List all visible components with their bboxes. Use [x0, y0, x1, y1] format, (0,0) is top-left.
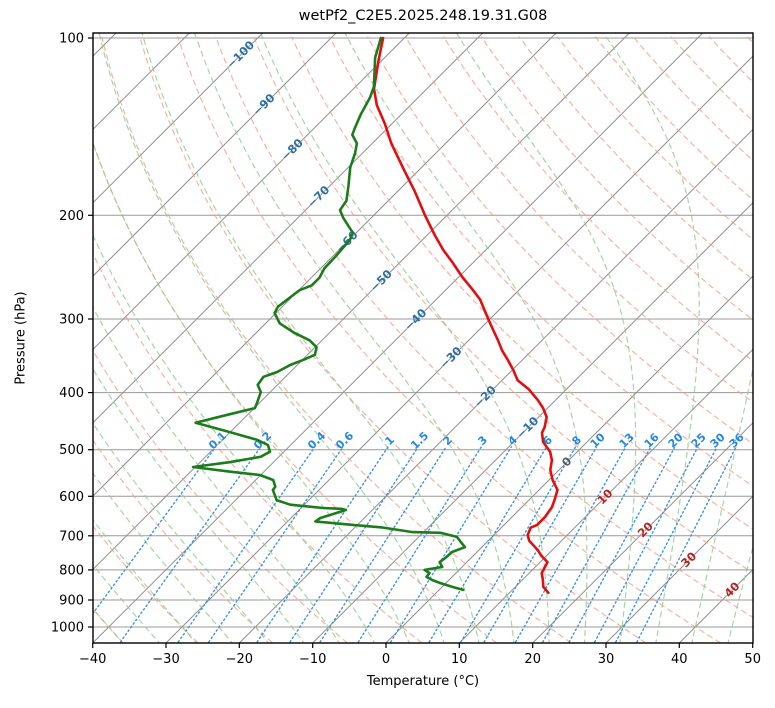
- moist-adiabat-lines: [93, 33, 753, 643]
- temperature-profile-line: [372, 36, 559, 595]
- svg-text:30: 30: [598, 652, 615, 667]
- pressure-gridlines: [93, 37, 753, 628]
- y-axis-ticks: 100 200 300 400 500 600 700 800 900 1000: [51, 32, 93, 636]
- svg-text:20: 20: [524, 652, 541, 667]
- svg-text:−40: −40: [79, 652, 106, 667]
- svg-text:50: 50: [744, 652, 761, 667]
- svg-text:200: 200: [59, 209, 84, 224]
- chart-title: wetPf2_C2E5.2025.248.19.31.G08: [298, 8, 548, 24]
- svg-text:500: 500: [59, 443, 84, 458]
- x-axis-label: Temperature (°C): [366, 674, 480, 689]
- y-axis-label: Pressure (hPa): [13, 291, 29, 385]
- svg-text:1000: 1000: [51, 621, 84, 636]
- svg-text:800: 800: [59, 563, 84, 578]
- sounding-profiles: [191, 36, 559, 595]
- dewpoint-profile-line: [191, 36, 467, 592]
- svg-text:300: 300: [59, 313, 84, 328]
- mixing-ratio-lines: [93, 446, 737, 643]
- svg-text:900: 900: [59, 594, 84, 609]
- svg-text:40: 40: [671, 652, 688, 667]
- svg-text:−10: −10: [299, 652, 326, 667]
- svg-text:−20: −20: [226, 652, 253, 667]
- svg-text:600: 600: [59, 490, 84, 505]
- svg-text:−30: −30: [152, 652, 179, 667]
- svg-text:400: 400: [59, 386, 84, 401]
- dry-adiabat-lines: [93, 36, 753, 643]
- svg-text:100: 100: [59, 32, 84, 47]
- svg-text:10: 10: [451, 652, 468, 667]
- svg-text:0: 0: [382, 652, 390, 667]
- x-axis-ticks: −40 −30 −20 −10 0 10 20 30 40 50: [79, 643, 761, 667]
- axes-border: [92, 32, 754, 644]
- svg-text:700: 700: [59, 529, 84, 544]
- isotherm-lines: [93, 33, 753, 643]
